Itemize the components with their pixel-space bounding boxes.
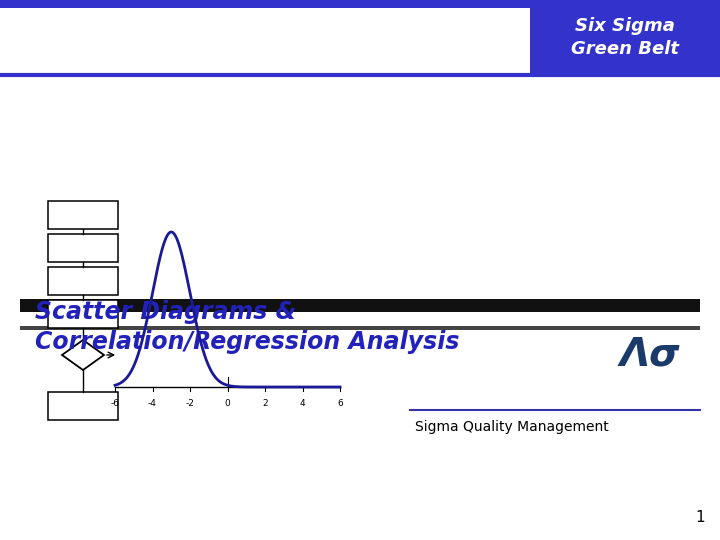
Text: Six Sigma
Green Belt: Six Sigma Green Belt — [571, 17, 679, 58]
Polygon shape — [62, 340, 104, 370]
Text: -4: -4 — [148, 399, 157, 408]
Text: -2: -2 — [186, 399, 194, 408]
Text: Λσ: Λσ — [620, 336, 680, 374]
Bar — [48, 234, 118, 262]
Bar — [530, 0, 720, 75]
Text: -6: -6 — [110, 399, 120, 408]
Text: 6: 6 — [337, 399, 343, 408]
Bar — [48, 267, 118, 295]
Bar — [20, 299, 700, 312]
Bar — [48, 201, 118, 229]
Text: 2: 2 — [262, 399, 268, 408]
Text: Sigma Quality Management: Sigma Quality Management — [415, 420, 608, 434]
Text: 4: 4 — [300, 399, 305, 408]
Text: 0: 0 — [225, 399, 230, 408]
Text: Scatter Diagrams &
Correlation/Regression Analysis: Scatter Diagrams & Correlation/Regressio… — [35, 300, 459, 354]
Bar — [48, 392, 118, 420]
Text: 1: 1 — [696, 510, 705, 525]
Bar — [48, 300, 118, 328]
Bar — [20, 326, 700, 330]
Bar — [0, 0, 720, 8]
